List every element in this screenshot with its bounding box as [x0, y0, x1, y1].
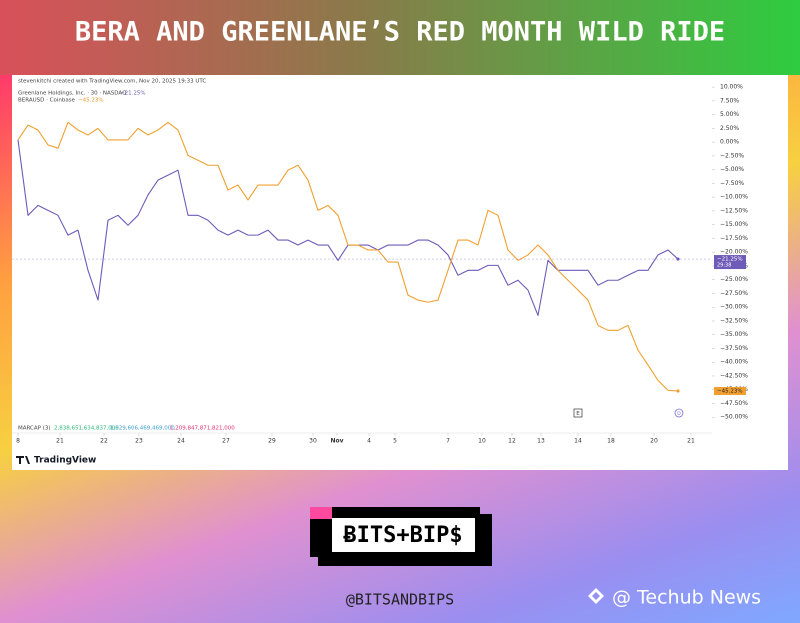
y-tick-label: −7.50% — [720, 180, 744, 187]
dividend-marker — [674, 408, 684, 418]
last-value-label: −45.23% — [717, 389, 743, 395]
y-tick-label: 5.00% — [720, 111, 739, 118]
legend-entry: Greenlane Holdings, Inc. · 30 · NASDAQ — [18, 91, 127, 97]
indicator-value: 1,529,606,469,469,000 — [110, 426, 175, 432]
x-tick-label: 18 — [607, 438, 615, 445]
x-tick-label: 22 — [100, 438, 108, 445]
logo-accent — [310, 507, 332, 519]
tradingview-logo: TradingView — [34, 456, 96, 466]
legend-change: −45.23% — [78, 98, 104, 104]
y-tick-label: 0.00% — [720, 139, 739, 146]
handle: @BITSANDBIPS — [346, 591, 454, 609]
chart-credit: stevenkitchi created with TradingView.co… — [18, 79, 206, 85]
y-tick-label: −37.50% — [720, 345, 748, 352]
y-tick-label: −32.50% — [720, 317, 748, 324]
y-tick-label: −5.00% — [720, 166, 744, 173]
y-tick-label: −15.00% — [720, 221, 748, 228]
y-tick-label: 7.50% — [720, 97, 739, 104]
watermark-icon — [588, 588, 604, 604]
y-tick-label: −2.50% — [720, 152, 744, 159]
x-tick-label: 10 — [478, 438, 486, 445]
y-tick-label: −50.00% — [720, 414, 748, 421]
y-tick-label: −12.50% — [720, 207, 748, 214]
logo-text: ɃITS+BIP$ — [343, 523, 462, 548]
indicator-name: MARCAP (3) — [18, 426, 51, 432]
last-point — [676, 389, 680, 393]
y-tick-label: −10.00% — [720, 194, 748, 201]
tradingview-icon — [16, 456, 30, 464]
y-tick-label: −47.50% — [720, 400, 748, 407]
y-tick-label: 10.00% — [720, 84, 743, 91]
x-tick-label: 24 — [177, 438, 185, 445]
x-tick-label: 30 — [309, 438, 317, 445]
legend-entry: BERAUSD · Coinbase — [18, 98, 76, 104]
y-tick-label: −42.50% — [720, 372, 748, 379]
y-tick-label: 2.50% — [720, 125, 739, 132]
countdown-label: 29:38 — [717, 263, 731, 269]
chart-panel — [12, 75, 788, 470]
x-tick-label: 12 — [508, 438, 516, 445]
y-tick-label: −30.00% — [720, 304, 748, 311]
x-tick-label: 13 — [537, 438, 545, 445]
dividend-marker-label: D — [677, 411, 681, 417]
earnings-marker-label: E — [576, 411, 580, 417]
x-tick-label: 5 — [393, 438, 397, 445]
x-tick-label: 23 — [135, 438, 143, 445]
y-tick-label: −27.50% — [720, 290, 748, 297]
y-tick-label: −25.00% — [720, 276, 748, 283]
last-point — [676, 257, 680, 261]
x-tick-label: 20 — [650, 438, 658, 445]
x-tick-label: 8 — [16, 438, 20, 445]
last-value-label: −21.25% — [717, 257, 743, 263]
x-tick-label: 4 — [367, 438, 371, 445]
watermark: @ Techub News — [612, 587, 761, 609]
legend-change: −21.25% — [120, 91, 146, 97]
y-tick-label: −40.00% — [720, 359, 748, 366]
indicator-value: 2,838,651,634,837,000 — [54, 426, 119, 432]
x-tick-label: 21 — [687, 438, 695, 445]
logo-inner — [332, 518, 475, 552]
x-tick-label: 7 — [446, 438, 450, 445]
y-tick-label: −35.00% — [720, 331, 748, 338]
x-tick-label: 27 — [222, 438, 230, 445]
last-value-badge — [714, 255, 746, 270]
y-tick-label: −17.50% — [720, 235, 748, 242]
title: BERA AND GREENLANE’S RED MONTH WILD RIDE — [75, 17, 725, 48]
x-tick-label: 14 — [574, 438, 582, 445]
earnings-marker — [573, 408, 583, 418]
x-tick-label: 21 — [56, 438, 64, 445]
x-tick-label: 29 — [268, 438, 276, 445]
y-tick-label: −20.00% — [720, 249, 748, 256]
indicator-value: 1,209,847,871,821,000 — [170, 426, 235, 432]
last-value-badge — [714, 387, 746, 396]
plot: 10.00% 7.50% 5.00% 2.50% 0.00% −2.50% −5.00% −7… — [12, 84, 748, 445]
x-tick-label: Nov — [330, 438, 343, 445]
series-line — [17, 121, 679, 392]
